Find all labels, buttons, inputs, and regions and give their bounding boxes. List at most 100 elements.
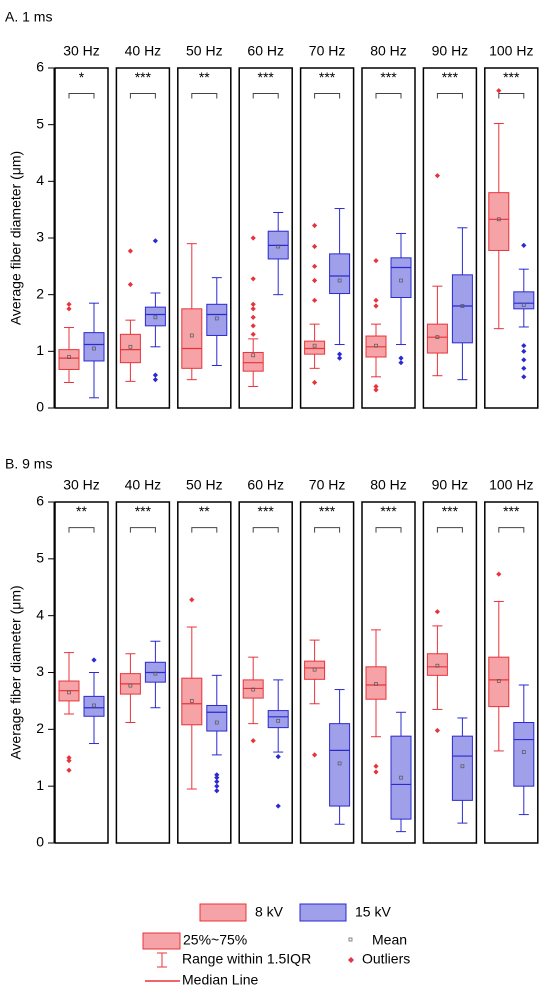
box-group xyxy=(206,277,228,366)
box-group xyxy=(83,302,105,399)
box-group xyxy=(181,597,203,790)
y-tick-label: 2 xyxy=(36,720,44,736)
mean-marker xyxy=(214,316,219,321)
facet-label: 50 Hz xyxy=(186,43,223,59)
box xyxy=(181,677,203,726)
significance-label: * xyxy=(79,69,85,85)
box-group xyxy=(267,212,289,296)
mean-marker xyxy=(153,671,158,676)
key-outlier xyxy=(348,957,354,963)
facet-label: 80 Hz xyxy=(370,43,407,59)
y-tick-label: 3 xyxy=(36,663,44,679)
mean-marker xyxy=(153,315,158,320)
key-box xyxy=(142,932,181,950)
facet-label: 80 Hz xyxy=(370,477,407,493)
box xyxy=(83,695,105,717)
mean-marker xyxy=(460,764,465,769)
significance-label: *** xyxy=(319,503,336,519)
box-group xyxy=(329,208,351,361)
outlier xyxy=(521,374,527,380)
mean-marker xyxy=(276,718,281,723)
outlier xyxy=(250,314,256,320)
box-group xyxy=(513,684,535,816)
box-group xyxy=(365,258,387,393)
mean-marker xyxy=(92,346,96,351)
significance-bracket xyxy=(375,527,402,533)
facet-frame xyxy=(177,67,232,409)
significance-bracket xyxy=(129,93,156,99)
outlier xyxy=(250,331,256,337)
facet-label: 30 Hz xyxy=(63,477,100,493)
mean-marker xyxy=(128,683,133,688)
outlier xyxy=(152,372,158,378)
mean-marker xyxy=(67,355,71,359)
key-mean xyxy=(348,937,353,942)
mean-marker xyxy=(496,217,501,222)
outlier xyxy=(66,306,72,312)
mean-marker xyxy=(337,278,342,283)
mean-marker xyxy=(276,244,281,249)
legend-swatch xyxy=(199,903,247,922)
box-group xyxy=(390,711,412,833)
facet-label: 50 Hz xyxy=(186,477,223,493)
box xyxy=(390,735,412,820)
box xyxy=(390,257,412,299)
facet-label: 90 Hz xyxy=(432,477,469,493)
outlier xyxy=(250,323,256,329)
facet-frame xyxy=(361,501,416,844)
significance-bracket xyxy=(191,93,218,99)
facet-label: 70 Hz xyxy=(309,477,346,493)
key-label: 25%~75% xyxy=(183,932,247,948)
facet-frame xyxy=(299,501,355,844)
outlier xyxy=(152,238,158,244)
outlier xyxy=(250,301,256,307)
significance-label: *** xyxy=(380,503,397,519)
box xyxy=(488,656,510,708)
box-group xyxy=(144,238,166,383)
box xyxy=(304,340,326,355)
y-tick-label: 4 xyxy=(36,172,44,188)
outlier xyxy=(312,297,318,303)
box-group xyxy=(365,629,387,775)
outlier xyxy=(152,377,158,383)
outlier xyxy=(214,772,220,778)
outlier xyxy=(312,379,318,386)
significance-label: *** xyxy=(442,503,459,519)
key-whisker xyxy=(157,952,167,968)
box-group xyxy=(513,242,535,380)
box-group xyxy=(267,679,289,809)
mean-marker xyxy=(312,343,317,348)
significance-bracket xyxy=(436,527,463,533)
outlier xyxy=(337,351,343,357)
facet-label: 60 Hz xyxy=(247,477,284,493)
box-group xyxy=(329,689,351,825)
y-axis-label: Average fiber diameter (μm) xyxy=(8,151,24,325)
legend-swatch xyxy=(299,903,347,922)
outlier xyxy=(214,788,220,794)
mean-marker xyxy=(460,304,465,308)
mean-marker xyxy=(337,761,342,766)
mean-marker xyxy=(374,343,378,348)
panel-title: B. 9 ms xyxy=(5,456,52,472)
outlier xyxy=(373,769,379,775)
mean-marker xyxy=(399,775,403,780)
significance-bracket xyxy=(498,527,525,533)
box-group xyxy=(451,227,473,381)
facet-label: 90 Hz xyxy=(432,43,469,59)
facet-frame xyxy=(299,67,355,409)
y-tick-label: 0 xyxy=(36,834,44,850)
outlier xyxy=(189,597,195,603)
significance-label: ** xyxy=(199,69,210,85)
outlier xyxy=(127,281,133,288)
box xyxy=(329,253,351,295)
facet-frame xyxy=(177,501,232,844)
box xyxy=(181,308,203,369)
mean-marker xyxy=(67,690,71,695)
box xyxy=(242,351,264,372)
significance-bracket xyxy=(252,527,279,533)
outlier xyxy=(312,263,318,269)
mean-marker xyxy=(435,663,440,668)
facet-frame xyxy=(484,67,539,409)
outlier xyxy=(214,779,220,785)
y-tick-label: 5 xyxy=(36,115,44,131)
